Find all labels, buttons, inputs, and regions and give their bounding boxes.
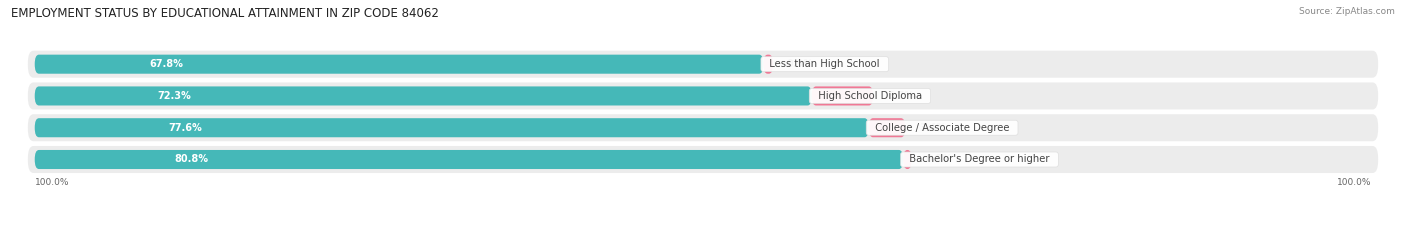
Text: 100.0%: 100.0% [35, 178, 69, 187]
FancyBboxPatch shape [35, 118, 869, 137]
FancyBboxPatch shape [811, 86, 873, 106]
FancyBboxPatch shape [35, 86, 811, 106]
FancyBboxPatch shape [763, 55, 773, 74]
Text: 3.4%: 3.4% [920, 123, 946, 133]
Text: College / Associate Degree: College / Associate Degree [869, 123, 1015, 133]
Text: 0.9%: 0.9% [787, 59, 814, 69]
Text: EMPLOYMENT STATUS BY EDUCATIONAL ATTAINMENT IN ZIP CODE 84062: EMPLOYMENT STATUS BY EDUCATIONAL ATTAINM… [11, 7, 439, 20]
FancyBboxPatch shape [28, 51, 1378, 78]
FancyBboxPatch shape [903, 150, 911, 169]
Text: 80.8%: 80.8% [174, 154, 208, 164]
Text: High School Diploma: High School Diploma [811, 91, 928, 101]
FancyBboxPatch shape [35, 150, 903, 169]
Text: 5.7%: 5.7% [887, 91, 914, 101]
FancyBboxPatch shape [28, 114, 1378, 141]
Text: 72.3%: 72.3% [157, 91, 191, 101]
FancyBboxPatch shape [869, 118, 905, 137]
Text: Less than High School: Less than High School [763, 59, 886, 69]
FancyBboxPatch shape [28, 82, 1378, 110]
Text: 0.8%: 0.8% [925, 154, 953, 164]
Legend: In Labor Force, Unemployed: In Labor Force, Unemployed [614, 231, 792, 233]
Text: 67.8%: 67.8% [149, 59, 183, 69]
FancyBboxPatch shape [35, 55, 763, 74]
Text: Bachelor's Degree or higher: Bachelor's Degree or higher [903, 154, 1056, 164]
Text: 77.6%: 77.6% [167, 123, 201, 133]
Text: 100.0%: 100.0% [1337, 178, 1371, 187]
FancyBboxPatch shape [28, 146, 1378, 173]
Text: Source: ZipAtlas.com: Source: ZipAtlas.com [1299, 7, 1395, 16]
